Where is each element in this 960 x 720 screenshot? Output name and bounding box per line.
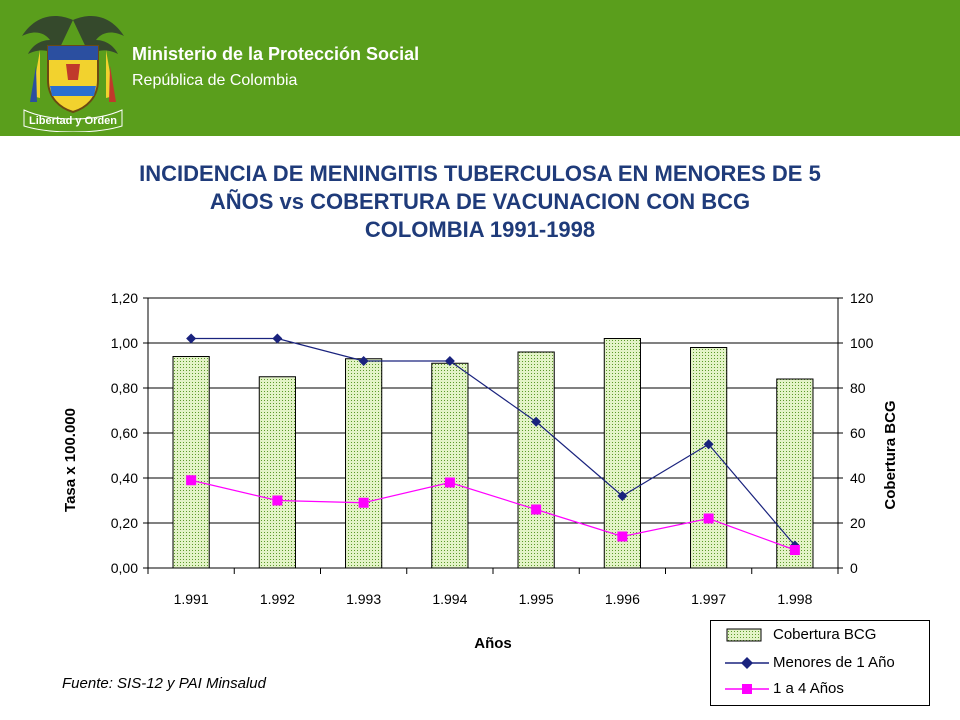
ministry-name: Ministerio de la Protección Social [132,44,420,64]
x-tick-label: 1.996 [605,591,640,607]
y2-tick-label: 0 [850,560,858,576]
menores-point [272,333,283,344]
menores-point [703,439,714,450]
chart-title-line: COLOMBIA 1991-1998 [364,217,596,242]
unoacuatro-point [789,545,800,555]
chart-title-line: AÑOS vs COBERTURA DE VACUNACION CON BCG [209,189,751,214]
unoacuatro-line [190,479,796,551]
legend-label: 1 a 4 Años [773,680,844,697]
legend-item-unoacuatro: 1 a 4 Años [711,679,929,699]
bar-cobertura-bcg [431,362,469,569]
y-tick-label: 0,00 [111,560,138,576]
y-tick-label: 0,40 [111,470,138,486]
menores-point [444,356,455,366]
y-tick-label: 0,60 [111,425,138,441]
x-tick-label: 1.995 [519,591,554,607]
menores-line [191,337,796,546]
chart-title: INCIDENCIA DE MENINGITIS TUBERCULOSA EN … [20,160,940,244]
legend-diamond-swatch [725,657,769,669]
y-axis-label: Tasa x 100.000 [62,408,79,512]
bar-cobertura-bcg [776,378,814,569]
legend-label: Cobertura BCG [773,626,877,643]
y2-tick-label: 120 [850,290,874,306]
svg-text:Libertad y Orden: Libertad y Orden [29,115,117,127]
combo-chart: 0,00 0 0,20 20 0,40 40 0,60 60 0,80 80 1,00 100 1,20… [62,290,899,652]
menores-point [617,491,628,501]
bar-cobertura-bcg [172,356,210,569]
x-tick-label: 1.992 [260,591,295,607]
y2-axis-label: Cobertura BCG [882,400,899,509]
header-bar: Libertad y Orden Ministerio de la Protec… [0,0,960,136]
x-tick-label: 1.994 [432,591,467,607]
chart-title-line: INCIDENCIA DE MENINGITIS TUBERCULOSA EN … [139,161,821,186]
legend-item-menores: Menores de 1 Año [711,653,929,673]
unoacuatro-point [186,475,197,486]
menores-point [531,416,542,427]
unoacuatro-point [703,513,714,524]
y-tick-label: 1,00 [111,335,138,351]
legend-label: Menores de 1 Año [773,654,895,671]
legend: Cobertura BCG Menores de 1 Año 1 a 4 Año… [710,620,930,706]
unoacuatro-point [531,504,542,515]
y-tick-label: 0,20 [111,515,138,531]
legend-item-cobertura: Cobertura BCG [711,625,929,645]
x-tick-label: 1.993 [346,591,381,607]
y2-tick-label: 100 [850,335,874,351]
menores-point [186,333,197,344]
republic-name: República de Colombia [132,72,298,89]
y-tick-label: 1,20 [111,290,138,306]
source-note: Fuente: SIS-12 y PAI Minsalud [62,675,266,692]
y2-tick-label: 40 [850,470,866,486]
legend-bar-swatch [726,628,762,642]
bar-cobertura-bcg [258,376,296,569]
unoacuatro-point [444,477,455,488]
unoacuatro-point [272,495,283,506]
menores-point [358,356,369,366]
x-tick-label: 1.991 [174,591,209,607]
y2-tick-label: 80 [850,380,866,396]
y-tick-label: 0,80 [111,380,138,396]
bar-cobertura-bcg [345,358,383,569]
x-tick-label: 1.997 [691,591,726,607]
unoacuatro-point [358,497,369,508]
bar-cobertura-bcg [517,351,555,569]
coat-of-arms-icon: Libertad y Orden [22,15,124,132]
y2-tick-label: 20 [850,515,866,531]
x-tick-label: 1.998 [777,591,812,607]
legend-square-swatch [725,684,769,694]
unoacuatro-point [617,531,628,542]
y2-tick-label: 60 [850,425,866,441]
bar-cobertura-bcg [690,347,728,569]
x-axis-label: Años [474,635,512,652]
